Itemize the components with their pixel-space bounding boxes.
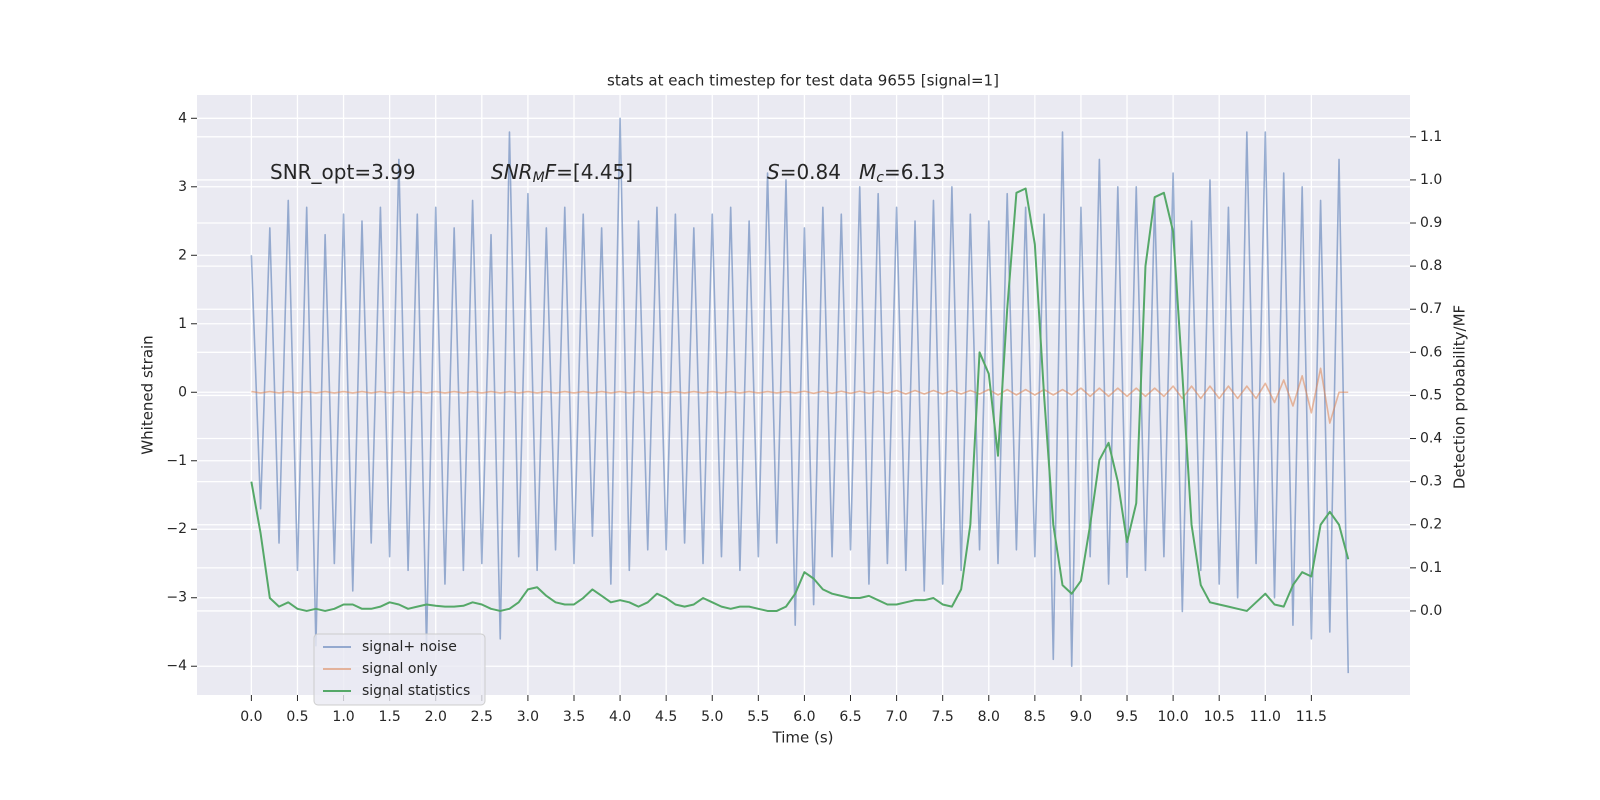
x-tick-label: 8.5 xyxy=(1024,709,1046,725)
annotation-part: SNR xyxy=(491,160,533,184)
annotation-part: F xyxy=(545,160,557,184)
y-tick-label: 2 xyxy=(178,247,187,263)
y-axis-label: Whitened strain xyxy=(139,335,157,454)
x-tick-label: 2.5 xyxy=(471,709,493,725)
x-tick-label: 8.0 xyxy=(978,709,1000,725)
series-line xyxy=(251,367,1349,424)
y-tick-label: −4 xyxy=(166,658,187,674)
legend: signal+ noise signal only signal statistic… xyxy=(313,633,486,706)
x-tick-label: 11.5 xyxy=(1296,709,1327,725)
x-tick-label: 5.0 xyxy=(701,709,723,725)
x-tick-label: 5.5 xyxy=(747,709,769,725)
legend-box xyxy=(313,633,486,706)
y2-tick-label: 1.1 xyxy=(1420,129,1442,145)
x-tick-label: 0.0 xyxy=(240,709,262,725)
x-tick-label: 9.0 xyxy=(1070,709,1092,725)
x-tick-label: 11.0 xyxy=(1250,709,1281,725)
y2-tick-label: 0.7 xyxy=(1420,301,1442,317)
legend-label: signal statistics xyxy=(362,683,470,699)
annotation: S=0.84 Mc=6.13 xyxy=(767,160,945,187)
y-tick-label: 4 xyxy=(178,110,187,126)
y-tick-label: −1 xyxy=(166,453,187,469)
y2-tick-label: 0.4 xyxy=(1420,431,1442,447)
annotation: SNR_opt=3.99 xyxy=(270,160,416,184)
x-tick-label: 6.5 xyxy=(839,709,861,725)
series-line xyxy=(250,187,1350,612)
legend-label: signal only xyxy=(362,661,437,677)
annotation: SNRMF=[4.45] xyxy=(491,160,633,187)
y2-axis-label: Detection probability/MF xyxy=(1451,305,1469,489)
legend-label: signal+ noise xyxy=(362,639,457,655)
y2-tick-label: 0.8 xyxy=(1420,258,1442,274)
x-axis-label: Time (s) xyxy=(772,729,834,747)
annotation-part: M xyxy=(859,160,876,184)
y-tick-label: 0 xyxy=(178,384,187,400)
series-line xyxy=(250,117,1350,674)
annotation-part: M xyxy=(533,170,545,186)
y-tick-label: −2 xyxy=(166,521,187,537)
chart-title: stats at each timestep for test data 965… xyxy=(607,72,999,90)
annotation-part: =0.84 xyxy=(780,160,841,184)
y2-tick-label: 0.3 xyxy=(1420,474,1442,490)
x-tick-label: 7.5 xyxy=(932,709,954,725)
axes: 0.0 0.5 1.0 1.5 2.0 2.5 3.0 3.5 4.0 4.5 5.0 5.5 6.0 6… xyxy=(166,110,1442,725)
annotation-part: =6.13 xyxy=(884,160,945,184)
x-tick-label: 1.0 xyxy=(332,709,354,725)
plot-lines xyxy=(250,117,1350,674)
y2-tick-label: 1.0 xyxy=(1420,172,1442,188)
x-tick-label: 0.5 xyxy=(286,709,308,725)
y-tick-label: −3 xyxy=(166,590,187,606)
x-tick-label: 7.0 xyxy=(885,709,907,725)
y-tick-label: 3 xyxy=(178,179,187,195)
x-tick-label: 4.0 xyxy=(609,709,631,725)
annotation-part: S xyxy=(767,160,780,184)
y2-tick-label: 0.6 xyxy=(1420,344,1442,360)
annotations: SNR_opt=3.99 SNRMF=[4.45] S=0.84 Mc=6.13 xyxy=(270,160,945,187)
x-tick-label: 1.5 xyxy=(379,709,401,725)
x-tick-label: 9.5 xyxy=(1116,709,1138,725)
x-tick-label: 6.0 xyxy=(793,709,815,725)
annotation-part: c xyxy=(876,170,884,186)
x-tick-label: 10.0 xyxy=(1158,709,1189,725)
x-tick-label: 3.0 xyxy=(517,709,539,725)
y2-tick-label: 0.0 xyxy=(1420,603,1442,619)
x-tick-label: 2.0 xyxy=(425,709,447,725)
x-tick-label: 4.5 xyxy=(655,709,677,725)
annotation-part: =[4.45] xyxy=(556,160,633,184)
x-tick-label: 10.5 xyxy=(1204,709,1235,725)
y2-tick-label: 0.2 xyxy=(1420,517,1442,533)
annotation-part: SNR_opt=3.99 xyxy=(270,160,416,184)
y2-tick-label: 0.1 xyxy=(1420,560,1442,576)
x-tick-label: 3.5 xyxy=(563,709,585,725)
y-tick-label: 1 xyxy=(178,316,187,332)
y2-tick-label: 0.9 xyxy=(1420,215,1442,231)
y2-tick-label: 0.5 xyxy=(1420,387,1442,403)
